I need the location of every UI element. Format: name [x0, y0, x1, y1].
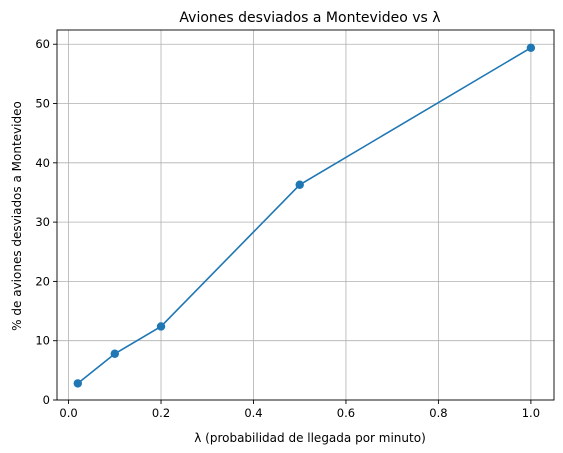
x-tick-label: 0.8: [429, 406, 447, 420]
x-tick-label: 0.6: [337, 406, 355, 420]
y-axis-label: % de aviones desviados a Montevideo: [10, 101, 24, 331]
plot-frame: [56, 29, 555, 401]
data-point: [295, 180, 304, 189]
y-tick-label: 20: [35, 274, 50, 288]
data-point: [110, 349, 119, 358]
x-tick-label: 0.2: [152, 406, 170, 420]
data-point: [156, 322, 166, 331]
data-point: [526, 43, 536, 52]
y-tick-label: 10: [35, 334, 50, 348]
y-tick-label: 30: [35, 215, 50, 229]
x-tick-label: 1.0: [522, 406, 540, 420]
y-tick-label: 50: [35, 97, 50, 111]
y-tick-label: 60: [35, 37, 50, 51]
x-axis-ticks: 0.0 0.2 0.4 0.6 0.8 1.0: [59, 400, 540, 420]
series-layer: [73, 43, 536, 388]
x-tick-label: 0.0: [59, 406, 77, 420]
data-point: [73, 379, 83, 388]
x-tick-label: 0.4: [244, 406, 262, 420]
x-axis-label: λ (probabilidad de llegada por minuto): [194, 431, 426, 445]
y-tick-label: 0: [43, 393, 50, 407]
y-tick-label: 40: [35, 156, 50, 170]
grid: [57, 30, 554, 401]
chart-title: Aviones desviados a Montevideo vs λ: [179, 10, 440, 26]
y-axis-ticks: 0 10 20 30 40 50 60: [35, 37, 57, 407]
